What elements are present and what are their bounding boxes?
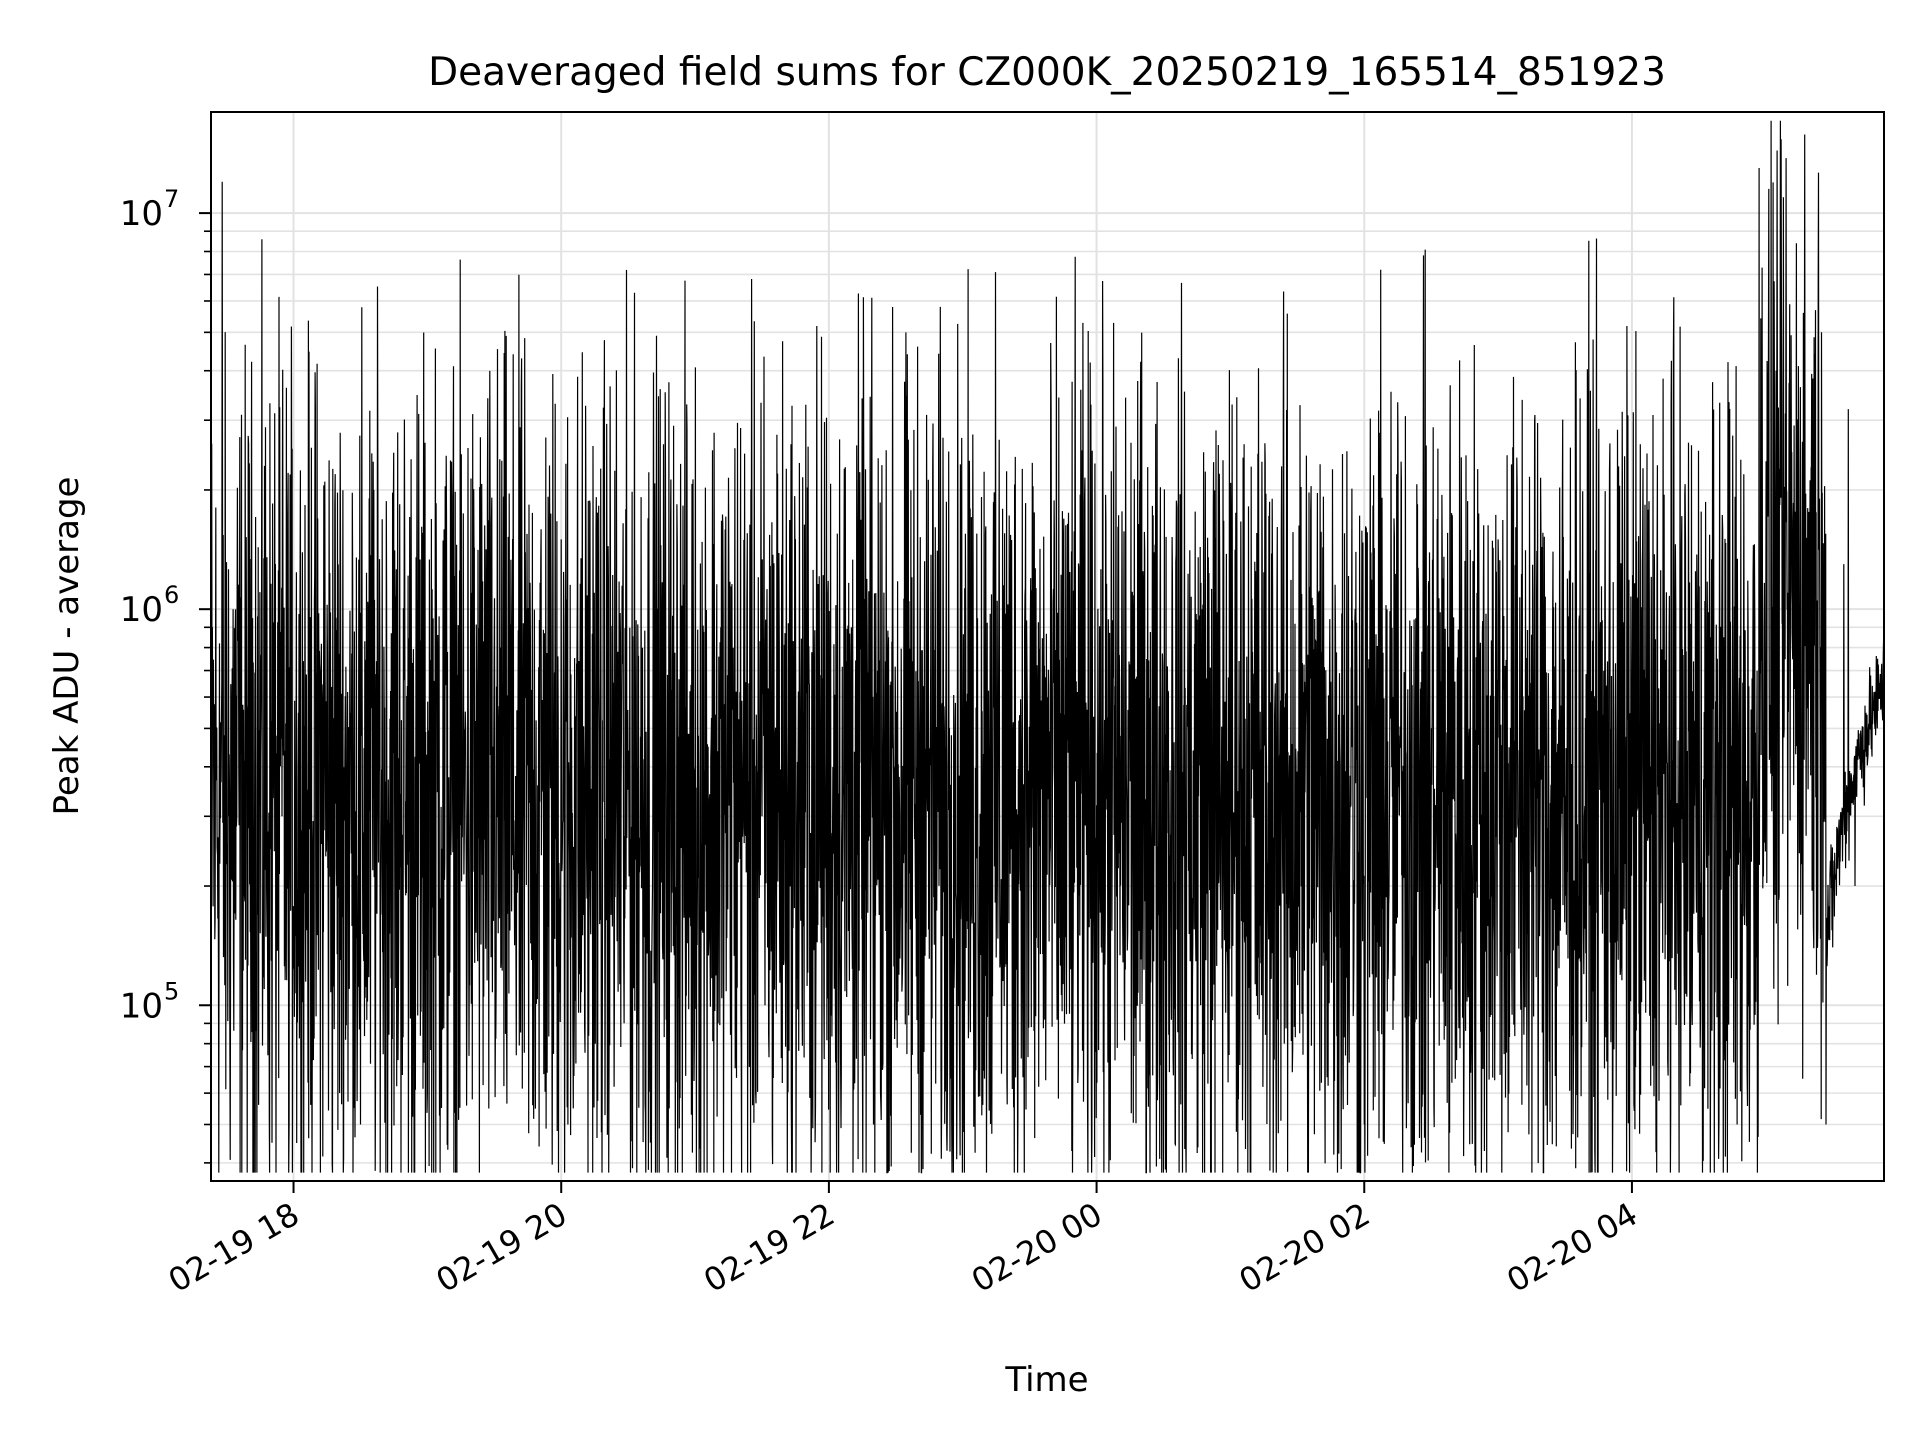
plot-frame [210, 111, 1885, 1182]
y-tick-exponent: 7 [164, 185, 179, 213]
y-axis-label: Peak ADU - average [47, 477, 87, 816]
x-axis-label: Time [1004, 1360, 1088, 1400]
y-tick-exponent: 6 [164, 581, 179, 609]
y-tick-label: 10 [120, 194, 163, 234]
x-tick-label: 02-20 02 [1233, 1195, 1377, 1300]
x-tick-label: 02-19 20 [430, 1195, 574, 1300]
y-tick-label: 10 [120, 986, 163, 1026]
x-tick-label: 02-19 18 [162, 1195, 306, 1300]
chart-title: Deaveraged field sums for CZ000K_2025021… [428, 50, 1666, 95]
x-tick-label: 02-19 22 [697, 1195, 841, 1300]
x-axis-ticks: 02-19 18 02-19 20 02-19 22 02-20 00 02-20 02… [162, 1181, 1644, 1300]
x-tick-label: 02-20 00 [965, 1195, 1109, 1300]
y-tick-label: 10 [120, 590, 163, 630]
series-line [210, 120, 1885, 1174]
data-trace [210, 120, 1885, 1174]
y-tick-exponent: 5 [164, 977, 179, 1005]
x-tick-label: 02-20 04 [1500, 1195, 1644, 1300]
